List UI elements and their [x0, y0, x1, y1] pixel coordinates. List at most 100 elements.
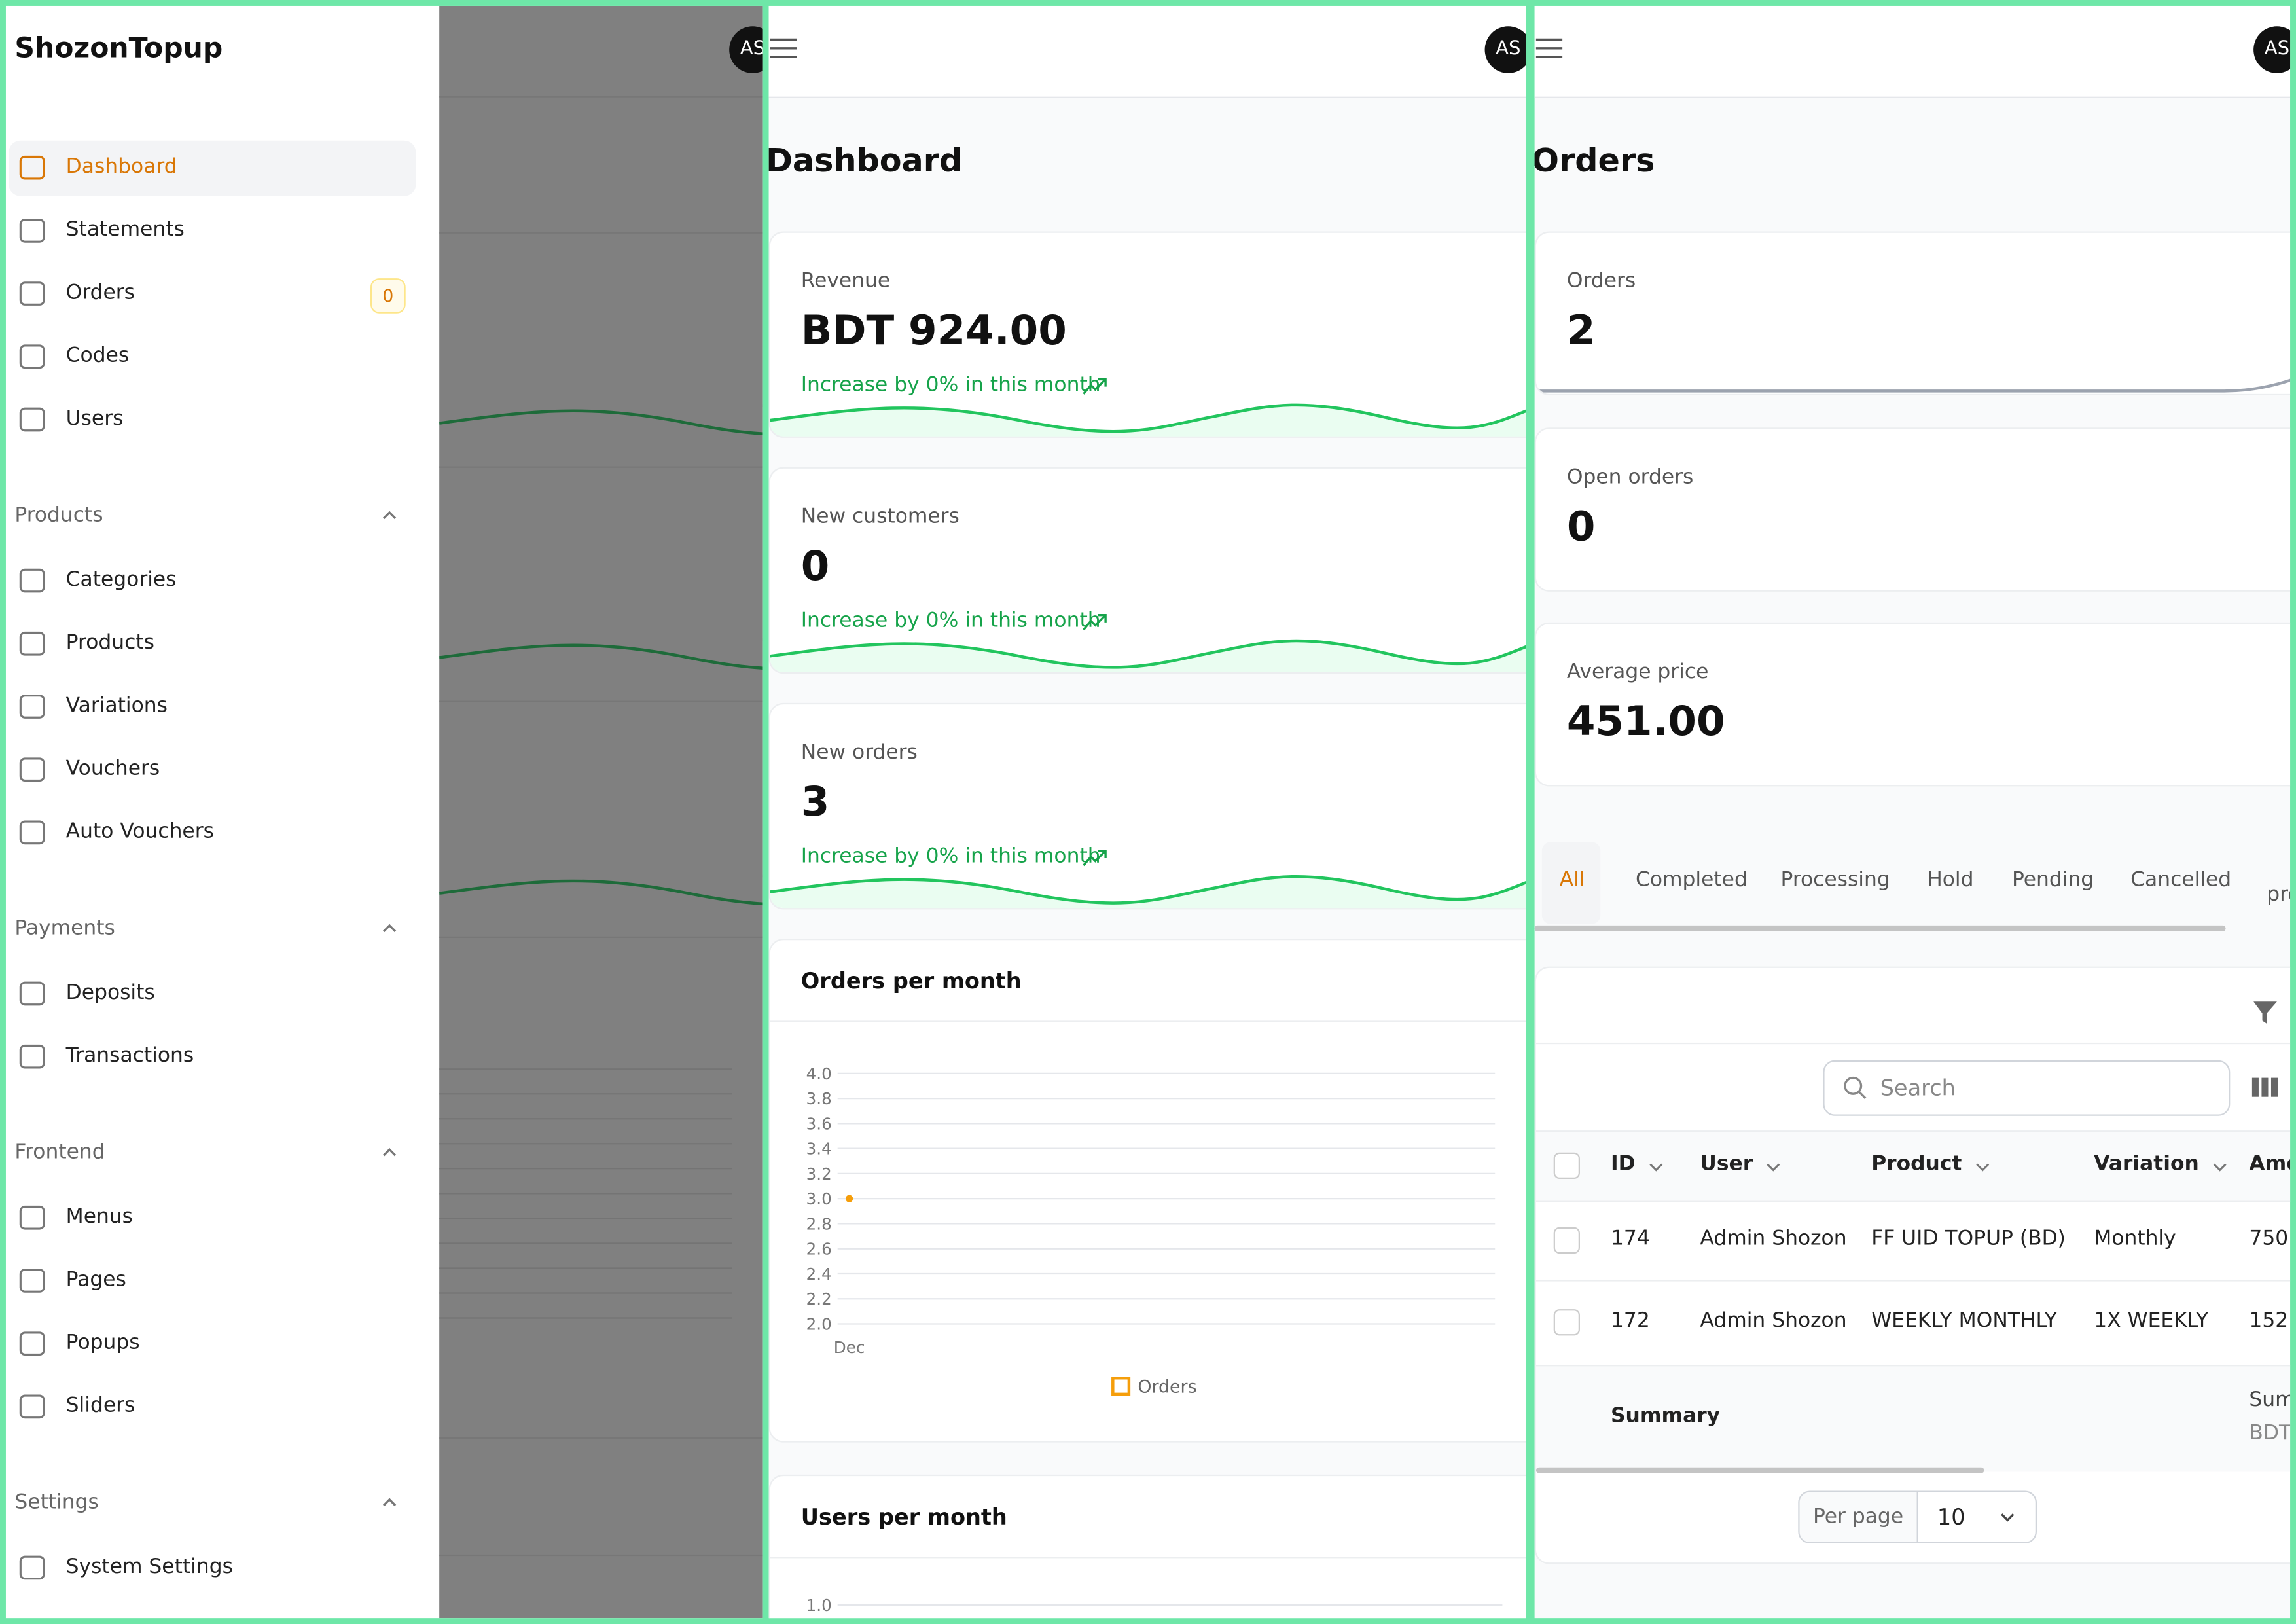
nav-item[interactable]: Auto Vouchers	[65, 820, 214, 844]
sparkline-box	[770, 639, 1526, 672]
stat-label: Open orders	[1566, 465, 1694, 490]
trend-icon	[1083, 850, 1107, 867]
stat-trend: Increase by 0% in this month	[800, 373, 1101, 397]
nav-item[interactable]: Dashboard	[65, 155, 177, 179]
row-checkbox[interactable]	[1553, 1152, 1580, 1179]
stat-label: Average price	[1566, 660, 1709, 684]
summary-row	[1535, 1365, 2291, 1472]
chart-title: Orders per month	[800, 967, 1022, 995]
icon-shape	[19, 1269, 45, 1293]
group-title[interactable]: Frontend	[14, 1140, 105, 1164]
avatar[interactable]: AS	[729, 26, 763, 73]
orders-panel: AS Orders Orders 2 Open orders 0 Average price…	[1534, 5, 2291, 1619]
y-tick-label: 3.8	[806, 1089, 832, 1108]
cell: 1X WEEKLY	[2094, 1309, 2209, 1333]
nav-item[interactable]: Variations	[65, 694, 168, 718]
row-checkbox[interactable]	[1553, 1227, 1580, 1254]
sparkline-box	[1535, 378, 2291, 393]
sparkline-box	[770, 875, 1526, 909]
icon-shape	[19, 820, 45, 845]
active-bg	[9, 140, 416, 196]
nav-item[interactable]: Orders	[65, 281, 135, 305]
stat-card: Revenue BDT 924.00 Increase by 0% in this …	[768, 231, 1526, 438]
column-header[interactable]: Product	[1871, 1152, 1962, 1176]
nav-icon	[19, 281, 45, 306]
nav-item[interactable]: Vouchers	[65, 757, 160, 781]
overlay	[439, 5, 763, 1619]
nav-item[interactable]: System Settings	[65, 1555, 233, 1579]
nav-item[interactable]: Deposits	[65, 981, 155, 1005]
avatar[interactable]: AS	[2253, 26, 2291, 73]
y-tick-label: 1.0	[806, 1596, 832, 1615]
topbar	[1534, 5, 2291, 98]
column-header[interactable]: ID	[1610, 1152, 1636, 1176]
icon-shape	[19, 981, 45, 1006]
group-title[interactable]: Products	[14, 503, 103, 528]
collapse-icon	[382, 924, 397, 933]
topbar	[768, 5, 1526, 98]
icon-shape	[19, 568, 45, 593]
chevron	[2213, 1163, 2227, 1172]
nav-item[interactable]: Sliders	[65, 1394, 135, 1418]
row-checkbox[interactable]	[1553, 1309, 1580, 1336]
stat-label: Revenue	[800, 269, 891, 293]
x-tick-label: Dec	[834, 1338, 865, 1357]
tab[interactable]: All	[1559, 868, 1585, 892]
nav-item[interactable]: Products	[65, 631, 154, 655]
nav-icon	[19, 1394, 45, 1419]
collapse-icon	[382, 1147, 397, 1157]
tab[interactable]: pro	[2267, 883, 2290, 907]
stat-label: Orders	[1566, 269, 1636, 293]
column-header[interactable]: Amo	[2249, 1152, 2290, 1176]
y-tick-label: 4.0	[806, 1064, 832, 1083]
column-header[interactable]: Variation	[2094, 1152, 2199, 1176]
lens	[1844, 1076, 1863, 1095]
nav-item[interactable]: Popups	[65, 1331, 140, 1355]
column-header[interactable]: User	[1700, 1152, 1753, 1176]
group-title[interactable]: Payments	[14, 916, 115, 941]
menu-button	[770, 38, 797, 58]
scrollbar	[1534, 925, 2226, 931]
stat-value: 2	[1566, 306, 1596, 355]
search-box[interactable]: Search	[1823, 1060, 2231, 1116]
nav-item[interactable]: Pages	[65, 1268, 126, 1292]
cell: 172	[1610, 1309, 1650, 1333]
icon-shape	[19, 1555, 45, 1580]
nav-item[interactable]: Statements	[65, 218, 185, 242]
sort-icon	[2213, 1163, 2227, 1172]
tab[interactable]: Cancelled	[2130, 868, 2232, 892]
page-title: Orders	[1534, 143, 1655, 181]
icon-shape	[19, 1394, 45, 1419]
tab[interactable]: Hold	[1927, 868, 1974, 892]
avatar[interactable]: AS	[1484, 26, 1526, 73]
sparkline-fill	[770, 876, 1526, 909]
per-page[interactable]: Per page 10	[1798, 1490, 2037, 1544]
nav-item[interactable]: Transactions	[65, 1044, 194, 1068]
summary-cell: Sum	[2249, 1388, 2290, 1412]
cell: 174	[1610, 1227, 1650, 1251]
nav-item[interactable]: Codes	[65, 344, 130, 368]
tab[interactable]: Completed	[1635, 868, 1748, 892]
nav-icon	[19, 1205, 45, 1230]
cell: 152.	[2249, 1309, 2290, 1333]
tab[interactable]: Pending	[2011, 868, 2094, 892]
nav-item[interactable]: Users	[65, 406, 124, 431]
y-tick-label: 2.6	[806, 1240, 832, 1259]
sparkline-box	[770, 403, 1526, 437]
nav-item[interactable]: Menus	[65, 1205, 133, 1229]
trend-arrow	[1083, 378, 1107, 395]
icon-shape	[19, 695, 45, 719]
sort-icon	[1767, 1163, 1780, 1172]
sparkline	[439, 640, 763, 670]
stat-trend: Increase by 0% in this month	[800, 609, 1101, 633]
sparkline-fill	[770, 405, 1526, 437]
group-title[interactable]: Settings	[14, 1490, 99, 1515]
cell: 750.	[2249, 1227, 2290, 1251]
nav-icon	[19, 1331, 45, 1356]
y-tick-label: 3.4	[806, 1140, 832, 1159]
nav-item[interactable]: Categories	[65, 568, 177, 592]
tab[interactable]: Processing	[1780, 868, 1890, 892]
cell: FF UID TOPUP (BD)	[1871, 1227, 2066, 1251]
dashboard-panel: AS Dashboard Revenue BDT 924.00 Increase by …	[768, 5, 1526, 1619]
